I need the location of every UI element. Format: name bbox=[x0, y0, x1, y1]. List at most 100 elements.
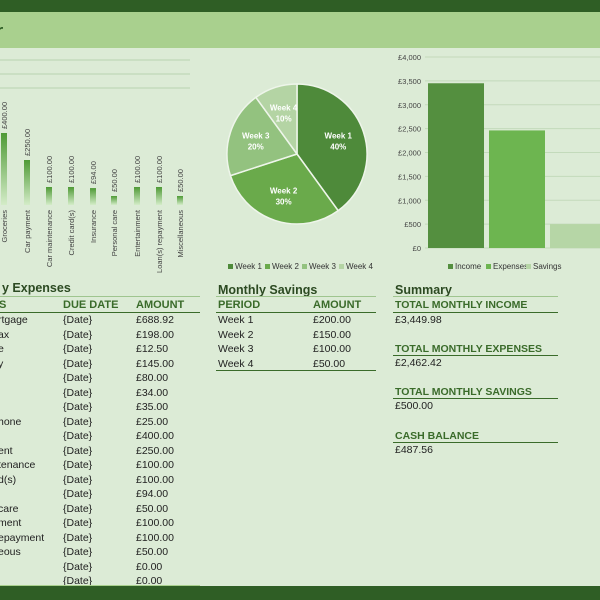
bar-value-label: £50.00 bbox=[110, 169, 119, 192]
expense-due-cell: {Date} bbox=[63, 314, 93, 326]
bar-5 bbox=[90, 188, 96, 205]
bar-value-label: £100.00 bbox=[155, 156, 164, 183]
summary-title: Summary bbox=[395, 283, 452, 297]
bar-value-label: £250.00 bbox=[23, 129, 32, 156]
expense-due-cell: {Date} bbox=[63, 488, 93, 500]
column-y-tick: £1,500 bbox=[398, 172, 421, 181]
expense-item-cell: rtgage bbox=[0, 314, 28, 326]
expense-item-cell: ment bbox=[0, 517, 22, 529]
pie-slice-percent: 20% bbox=[248, 143, 264, 152]
cash-balance-label: CASH BALANCE bbox=[395, 430, 479, 442]
column-y-tick: £3,500 bbox=[398, 77, 421, 86]
pie-legend-label: Week 2 bbox=[272, 262, 299, 271]
savings-period-cell: Week 4 bbox=[218, 357, 254, 370]
savings-period-cell: Week 1 bbox=[218, 314, 254, 326]
expense-due-cell: {Date} bbox=[63, 575, 93, 587]
expense-item-cell: ent bbox=[0, 444, 13, 457]
total-savings-label: TOTAL MONTHLY SAVINGS bbox=[395, 386, 532, 398]
expense-due-cell: {Date} bbox=[63, 401, 93, 413]
bar-category-label: Insurance bbox=[89, 210, 98, 243]
column-bar-income bbox=[428, 83, 484, 248]
expense-due-cell: {Date} bbox=[63, 546, 93, 558]
expense-due-cell: {Date} bbox=[63, 473, 93, 486]
expenses-title: y Expenses bbox=[2, 281, 71, 295]
expense-item-cell: y bbox=[0, 357, 4, 370]
bar-9 bbox=[177, 196, 183, 205]
expense-item-cell: ax bbox=[0, 328, 10, 341]
column-bar-expenses bbox=[489, 130, 545, 248]
column-y-tick: £1,000 bbox=[398, 196, 421, 205]
savings-col-period: PERIOD bbox=[218, 299, 261, 311]
pie-slice-2 bbox=[229, 153, 340, 225]
expense-due-cell: {Date} bbox=[63, 531, 93, 544]
total-savings-value: £500.00 bbox=[395, 400, 433, 412]
column-y-tick: £4,000 bbox=[398, 53, 421, 62]
expense-due-cell: {Date} bbox=[63, 560, 93, 573]
bar-value-label: £50.00 bbox=[176, 169, 185, 192]
column-y-tick: £500 bbox=[404, 220, 421, 229]
pie-slice-name: Week 2 bbox=[270, 186, 298, 195]
bar-value-label: £400.00 bbox=[0, 102, 9, 129]
expense-due-cell: {Date} bbox=[63, 357, 93, 370]
cash-balance-value: £487.56 bbox=[395, 444, 433, 456]
bar-category-label: Credit card(s) bbox=[67, 210, 76, 256]
expense-due-cell: {Date} bbox=[63, 459, 93, 471]
pie-legend-label: Week 4 bbox=[346, 262, 373, 271]
expense-amount-cell: £688.92 bbox=[136, 314, 174, 326]
bar-1 bbox=[1, 133, 7, 205]
savings-title: Monthly Savings bbox=[218, 283, 318, 297]
total-expenses-value: £2,462.42 bbox=[395, 357, 442, 369]
pie-slice-percent: 10% bbox=[276, 115, 292, 124]
expense-item-cell: e bbox=[0, 343, 4, 355]
total-expenses-label: TOTAL MONTHLY EXPENSES bbox=[395, 343, 543, 355]
expenses-col-item: S bbox=[0, 299, 7, 311]
expense-amount-cell: £0.00 bbox=[136, 575, 163, 587]
expense-due-cell: {Date} bbox=[63, 415, 93, 428]
expenses-header-rule bbox=[0, 312, 200, 313]
pie-slice-name: Week 1 bbox=[325, 132, 353, 141]
expense-amount-cell: £198.00 bbox=[136, 328, 174, 341]
expense-due-cell: {Date} bbox=[63, 430, 93, 442]
column-legend-label: Expenses bbox=[493, 262, 529, 271]
bar-category-label: Miscellaneous bbox=[176, 210, 185, 258]
header-top-band bbox=[0, 0, 600, 12]
expense-amount-cell: £100.00 bbox=[136, 531, 174, 544]
pie-slice-percent: 30% bbox=[276, 197, 292, 206]
total-income-label: TOTAL MONTHLY INCOME bbox=[395, 299, 528, 311]
header-title-band bbox=[0, 12, 600, 48]
expense-due-cell: {Date} bbox=[63, 444, 93, 457]
expense-due-cell: {Date} bbox=[63, 502, 93, 515]
expense-amount-cell: £400.00 bbox=[136, 430, 174, 442]
expense-amount-cell: £100.00 bbox=[136, 459, 174, 471]
expenses-col-amount: AMOUNT bbox=[136, 299, 185, 311]
column-y-tick: £2,500 bbox=[398, 125, 421, 134]
total-income-rule bbox=[393, 312, 558, 313]
bar-value-label: £100.00 bbox=[45, 156, 54, 183]
savings-title-rule bbox=[216, 296, 376, 297]
summary-title-rule bbox=[393, 296, 558, 297]
pie-slice-1 bbox=[296, 83, 368, 212]
column-y-tick: £2,000 bbox=[398, 149, 421, 158]
expense-amount-cell: £145.00 bbox=[136, 357, 174, 370]
expense-item-cell: care bbox=[0, 502, 19, 515]
bar-7 bbox=[134, 187, 140, 205]
bar-2 bbox=[24, 160, 30, 205]
bar-category-label: Car payment bbox=[23, 209, 32, 253]
pie-slice-3 bbox=[226, 96, 299, 177]
expense-item-cell: d(s) bbox=[0, 473, 17, 486]
bar-category-label: Personal care bbox=[110, 210, 119, 256]
expense-item-cell: epayment bbox=[0, 531, 45, 544]
bar-4 bbox=[68, 187, 74, 205]
page-title: r bbox=[0, 19, 3, 45]
bar-category-label: Loan(s) repayment bbox=[155, 209, 164, 273]
column-legend-label: Savings bbox=[533, 262, 562, 271]
pie-slice-4 bbox=[254, 83, 298, 157]
savings-amount-cell: £100.00 bbox=[313, 343, 351, 355]
expense-amount-cell: £50.00 bbox=[136, 502, 169, 515]
expenses-title-rule bbox=[0, 296, 200, 297]
expense-due-cell: {Date} bbox=[63, 343, 93, 355]
savings-amount-cell: £50.00 bbox=[313, 357, 346, 370]
bar-category-label: Groceries bbox=[0, 210, 9, 243]
bar-3 bbox=[46, 187, 52, 205]
